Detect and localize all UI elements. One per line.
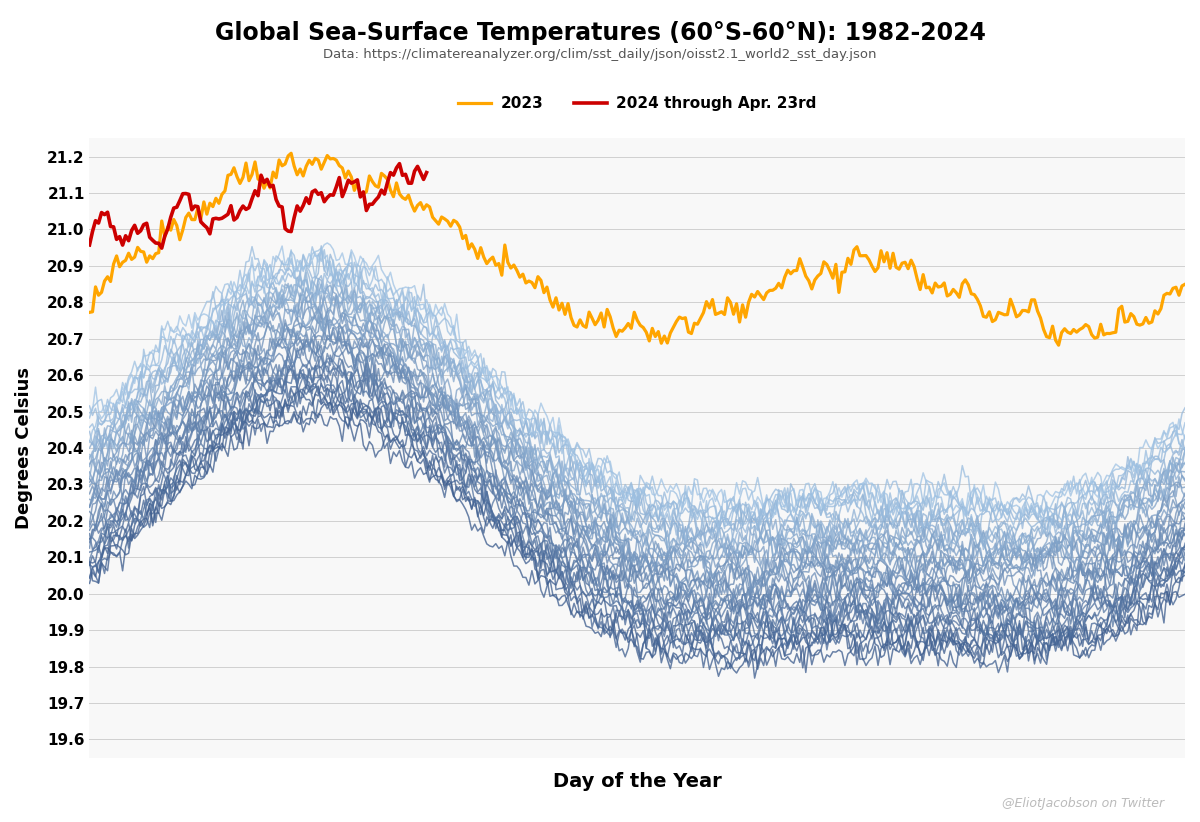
Text: Global Sea-Surface Temperatures (60°S-60°N): 1982-2024: Global Sea-Surface Temperatures (60°S-60… [215,21,985,44]
X-axis label: Day of the Year: Day of the Year [553,772,721,791]
Legend: 2023, 2024 through Apr. 23rd: 2023, 2024 through Apr. 23rd [451,90,823,118]
Text: Data: https://climatereanalyzer.org/clim/sst_daily/json/oisst2.1_world2_sst_day.: Data: https://climatereanalyzer.org/clim… [323,48,877,61]
Text: @EliotJacobson on Twitter: @EliotJacobson on Twitter [1002,797,1164,810]
Y-axis label: Degrees Celsius: Degrees Celsius [14,367,32,529]
